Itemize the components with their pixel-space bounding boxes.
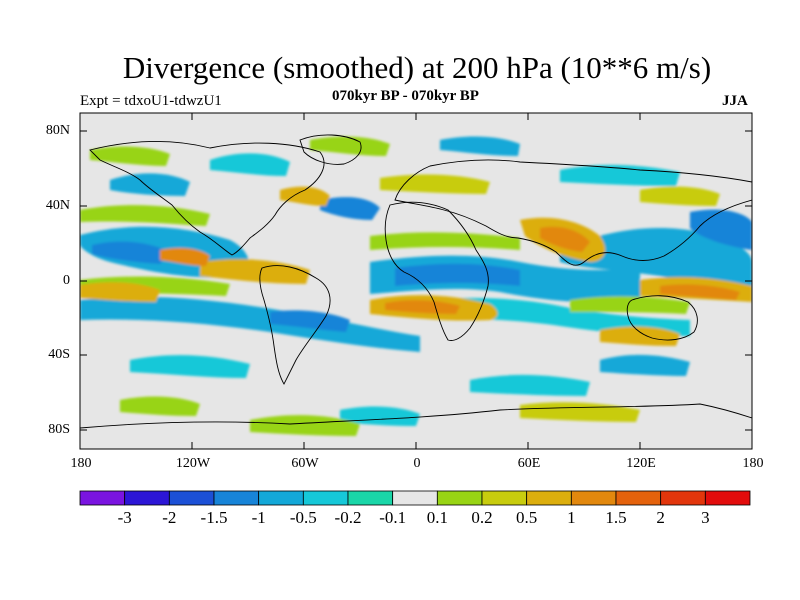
coastlines [80,134,752,429]
map-title: Divergence (smoothed) at 200 hPa (10**6 … [122,50,712,85]
antarctica-outline [80,403,752,429]
australia-outline [626,295,698,341]
lat-label-40n: 40N [45,198,70,213]
colorbar-label: 0.2 [471,508,493,527]
colorbar-label: -0.2 [334,508,362,527]
lon-label-0: 0 [413,456,421,471]
lat-label-0: 0 [63,273,70,288]
colorbar-label: -0.1 [379,508,407,527]
colorbar-swatch [660,490,706,506]
colorbar-label: -0.5 [289,508,317,527]
lon-ticks [191,113,641,449]
season-label: JJA [722,93,748,109]
colorbar-label: -3 [117,508,132,527]
lat-ticks [80,130,752,431]
lat-label-80n: 80N [45,123,70,138]
north-america-outline [89,141,325,256]
colorbar-swatch [79,490,126,506]
south-america-outline [259,265,331,385]
greenland-outline [299,134,362,165]
lat-label-80s: 80S [48,422,70,437]
colorbar-swatch [124,490,170,506]
colorbar-swatch [302,490,349,506]
colorbar-label: 3 [701,508,710,527]
colorbar-swatch [526,490,572,506]
colorbar-swatch [392,490,438,506]
lon-label-120e: 120E [626,456,656,471]
lat-label-40s: 40S [48,347,70,362]
colorbar-label: 1.5 [605,508,627,527]
colorbar-swatch [347,490,394,506]
experiment-label: Expt = tdxoU1-tdwzU1 [80,93,222,109]
eurasia-outline [394,159,752,266]
colorbar-swatch [615,490,662,506]
colorbar-label: -1.5 [200,508,228,527]
colorbar-swatch [704,490,751,506]
colorbar-swatch [481,490,528,506]
colorbar-label: 2 [656,508,665,527]
colorbar-label: -1 [251,508,266,527]
lon-label-120w: 120W [175,456,211,471]
africa-outline [384,201,489,341]
lon-label-60w: 60W [291,456,319,471]
colorbar-label: 0.1 [426,508,448,527]
colorbar-swatch [570,490,617,506]
colorbar [79,490,751,506]
lon-label-180w: 180 [70,456,92,471]
colorbar-label: 1 [567,508,576,527]
lon-label-60e: 60E [517,456,541,471]
period-label: 070kyr BP - 070kyr BP [332,88,479,104]
colorbar-label: 0.5 [516,508,538,527]
lon-label-180e: 180 [742,456,764,471]
colorbar-swatch [436,490,483,506]
colorbar-swatch [258,490,304,506]
colorbar-swatch [168,490,215,506]
colorbar-swatch [213,490,260,506]
colorbar-label: -2 [162,508,177,527]
